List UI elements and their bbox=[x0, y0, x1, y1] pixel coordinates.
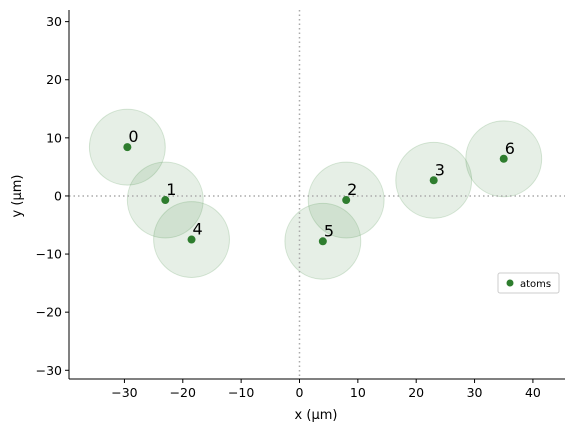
atom-point-2 bbox=[342, 196, 351, 205]
atom-label-1: 1 bbox=[166, 180, 176, 199]
atom-point-6 bbox=[499, 154, 508, 163]
x-axis-ticks: −30 −20 −10 0 10 20 30 40 bbox=[111, 379, 541, 400]
y-tick-label: 0 bbox=[54, 188, 62, 203]
atom-point-5 bbox=[318, 237, 327, 246]
y-tick-label: 20 bbox=[46, 72, 62, 87]
y-axis-ticks: −30 −20 −10 0 10 20 30 bbox=[36, 14, 69, 378]
reference-lines bbox=[69, 10, 565, 379]
x-tick-label: 10 bbox=[350, 385, 366, 400]
y-tick-label: −30 bbox=[36, 363, 62, 378]
y-tick-label: 10 bbox=[46, 130, 62, 145]
atom-label-3: 3 bbox=[435, 160, 445, 179]
x-tick-label: 40 bbox=[525, 385, 541, 400]
atom-label-6: 6 bbox=[505, 139, 515, 158]
atom-point-3 bbox=[429, 176, 438, 185]
atom-point-0 bbox=[123, 143, 132, 152]
atom-labels: 0 1 2 3 4 5 6 bbox=[128, 127, 515, 240]
atom-point-4 bbox=[187, 235, 196, 244]
legend-frame bbox=[497, 272, 560, 294]
atom-points bbox=[123, 143, 508, 246]
x-tick-label: −20 bbox=[170, 385, 196, 400]
y-tick-label: −10 bbox=[36, 247, 62, 262]
y-tick-label: −20 bbox=[36, 305, 62, 320]
y-axis-label: y (µm) bbox=[10, 175, 25, 218]
legend-marker bbox=[506, 279, 514, 287]
x-tick-label: 0 bbox=[296, 385, 304, 400]
atom-label-4: 4 bbox=[193, 220, 203, 239]
atom-label-0: 0 bbox=[128, 127, 138, 146]
x-tick-label: 30 bbox=[467, 385, 483, 400]
atom-label-5: 5 bbox=[324, 221, 334, 240]
legend: atoms bbox=[497, 272, 560, 294]
atom-label-2: 2 bbox=[347, 180, 357, 199]
x-tick-label: −30 bbox=[111, 385, 137, 400]
legend-label: atoms bbox=[520, 279, 551, 290]
x-tick-label: −10 bbox=[228, 385, 254, 400]
x-tick-label: 20 bbox=[408, 385, 424, 400]
y-tick-label: 30 bbox=[46, 14, 62, 29]
axes bbox=[68, 10, 565, 380]
atom-point-1 bbox=[161, 196, 170, 205]
x-axis-label: x (µm) bbox=[295, 408, 338, 423]
